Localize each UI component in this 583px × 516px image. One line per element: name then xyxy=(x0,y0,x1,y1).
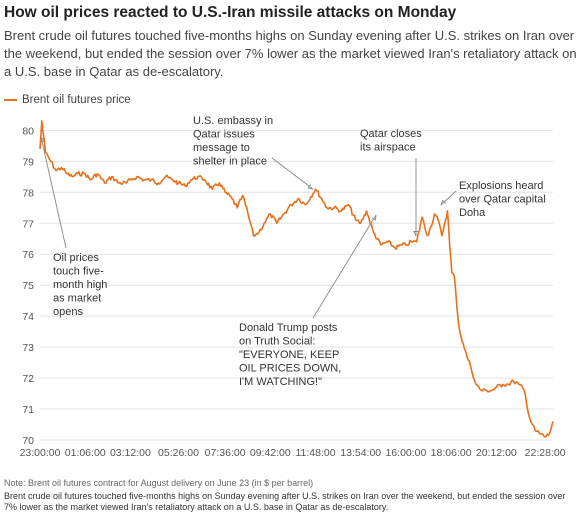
annotation-line: Oil prices xyxy=(53,252,99,264)
x-tick-label: 09:42:00 xyxy=(250,447,291,459)
y-tick-label: 71 xyxy=(22,404,34,416)
annotation-embassy: U.S. embassy in Qatar issues message to she… xyxy=(193,115,273,168)
annotation-line: Doha xyxy=(459,207,486,219)
annotation-line: Qatar issues xyxy=(193,129,255,141)
annotation-line: touch five- xyxy=(53,266,104,278)
annotation-airspace: Qatar closes its airspace xyxy=(360,128,422,154)
line-chart: 70 71 72 73 74 75 76 77 78 79 80 23:00:00 01:06:00 0… xyxy=(20,115,566,459)
x-tick-label: 20:12:00 xyxy=(476,447,517,459)
annotation-line: opens xyxy=(53,306,83,318)
annotation-line: message to xyxy=(193,142,250,154)
y-tick-label: 80 xyxy=(22,125,34,137)
chart-note: Note: Brent oil futures contract for Aug… xyxy=(4,478,314,488)
x-tick-label: 11:48:00 xyxy=(295,447,335,459)
leader-arrowhead-trump xyxy=(371,214,377,221)
annotation-oil: Oil prices touch five-month high as market… xyxy=(53,252,107,318)
x-tick-label: 18:06:00 xyxy=(431,447,472,459)
annotation-line: Qatar closes xyxy=(360,128,422,140)
legend: Brent oil futures price xyxy=(4,94,131,106)
legend-line-swatch xyxy=(4,99,17,101)
y-tick-label: 77 xyxy=(22,218,34,230)
y-tick-label: 73 xyxy=(22,342,34,354)
x-tick-label: 01:06:00 xyxy=(65,447,106,459)
x-tick-label: 07:36:00 xyxy=(205,447,246,459)
leader-arrowhead-explosions xyxy=(440,199,447,206)
series-layer xyxy=(39,120,554,438)
leader-line-trump xyxy=(312,214,377,319)
y-tick-label: 76 xyxy=(22,249,34,261)
y-tick-label: 72 xyxy=(22,373,34,385)
grid-lines xyxy=(40,129,553,441)
annotation-explosions: Explosions heard over Qatar capital Doha xyxy=(459,180,546,219)
annotation-line: U.S. embassy in xyxy=(193,115,273,127)
annotation-line: as market xyxy=(53,293,101,305)
annotation-line: its airspace xyxy=(360,142,416,154)
leader-line-explosions xyxy=(440,190,457,206)
y-axis-ticks: 70 71 72 73 74 75 76 77 78 79 80 xyxy=(22,125,34,447)
annotation-line: Donald Trump posts xyxy=(239,322,338,334)
y-tick-label: 75 xyxy=(22,280,34,292)
annotation-line: over Qatar capital xyxy=(459,194,546,206)
y-tick-label: 78 xyxy=(22,187,34,199)
series-line-brent xyxy=(39,120,554,438)
leader-arrowhead-embassy xyxy=(307,184,314,190)
x-tick-label: 13:54:00 xyxy=(340,447,381,459)
x-tick-label: 16:00:00 xyxy=(385,447,426,459)
legend-label: Brent oil futures price xyxy=(22,94,131,106)
chart-subtitle: Brent crude oil futures touched five-mon… xyxy=(4,28,577,79)
leader-line-embassy xyxy=(271,157,314,190)
annotation-line: Explosions heard xyxy=(459,180,543,192)
y-tick-label: 70 xyxy=(22,435,34,447)
chart-caption: Brent crude oil futures touched five-mon… xyxy=(4,491,566,512)
annotation-trump: Donald Trump posts on Truth Social: "EVERY… xyxy=(239,322,341,388)
y-tick-label: 79 xyxy=(22,156,34,168)
chart-title: How oil prices reacted to U.S.-Iran miss… xyxy=(4,4,457,21)
annotation-line: I'M WATCHING!" xyxy=(239,376,322,388)
annotation-line: shelter in place xyxy=(193,156,267,168)
x-axis-ticks: 23:00:00 01:06:00 03:12:00 05:26:00 07:36:00… xyxy=(20,447,566,459)
x-tick-label: 05:26:00 xyxy=(158,447,199,459)
leader-arrowhead-airspace xyxy=(413,231,419,237)
annotations: Oil prices touch five-month high as market… xyxy=(53,115,546,388)
x-tick-label: 03:12:00 xyxy=(110,447,151,459)
leader-line-oil xyxy=(40,136,67,249)
annotation-line: on Truth Social: xyxy=(239,336,315,348)
x-tick-label: 23:00:00 xyxy=(20,447,61,459)
annotation-line: month high xyxy=(53,279,107,291)
x-tick-label: 22:28:00 xyxy=(525,447,566,459)
annotation-line: OIL PRICES DOWN, xyxy=(239,363,341,375)
y-tick-label: 74 xyxy=(22,311,34,323)
annotation-line: "EVERYONE, KEEP xyxy=(239,349,339,361)
